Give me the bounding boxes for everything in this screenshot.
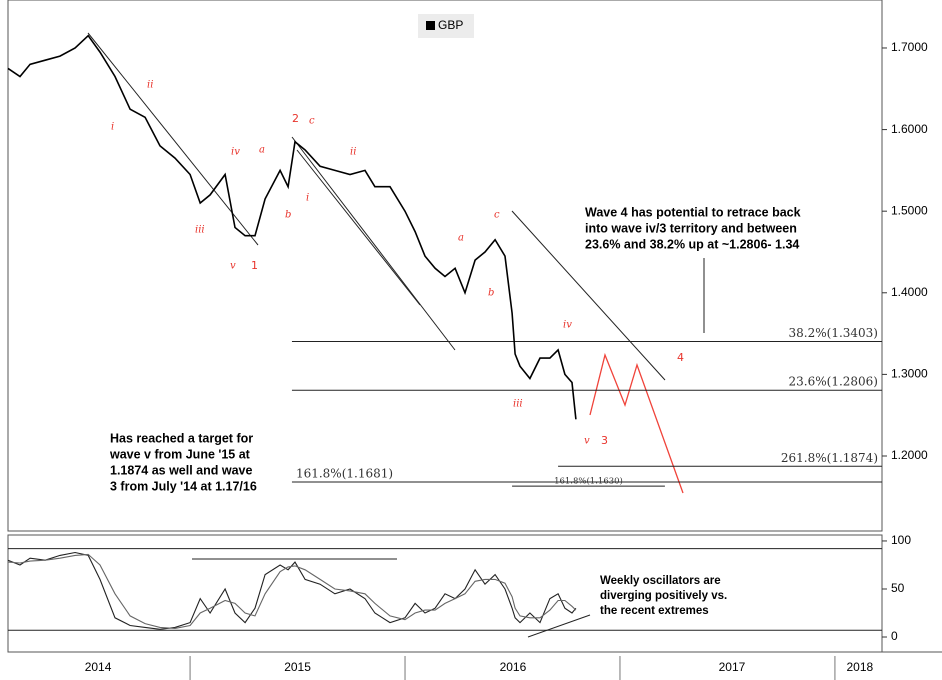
wave-label: a <box>458 233 464 244</box>
wave-label: b <box>488 288 494 299</box>
wave-label: iii <box>513 399 523 410</box>
x-tick-label: 2016 <box>500 660 527 674</box>
note-line: into wave iv/3 territory and between <box>585 221 797 235</box>
fib-label: 261.8%(1.1874) <box>781 451 878 465</box>
wave-label: v <box>230 261 236 272</box>
wave-label: b <box>285 210 291 221</box>
y-tick-label: 1.7000 <box>891 40 928 54</box>
trend-line <box>296 149 421 306</box>
y-tick-label: 0 <box>891 629 898 643</box>
wave-label: 2 <box>292 112 299 125</box>
x-tick-label: 2018 <box>847 660 874 674</box>
y-tick-label: 1.2000 <box>891 448 928 462</box>
note-line: 23.6% and 38.2% up at ~1.2806- 1.34 <box>585 237 799 251</box>
wave-label: i <box>111 122 114 133</box>
note-line: Weekly oscillators are <box>600 575 721 587</box>
y-tick-label: 50 <box>891 581 905 595</box>
legend-label: GBP <box>438 18 463 32</box>
note-line: Wave 4 has potential to retrace back <box>585 205 801 219</box>
note-line: wave v from June '15 at <box>109 447 251 461</box>
wave-label: a <box>259 145 265 156</box>
wave-label: c <box>309 116 315 127</box>
wave-label: ii <box>147 80 153 91</box>
wave-label: iv <box>231 147 240 158</box>
y-tick-label: 1.4000 <box>891 285 928 299</box>
wave-label: iv <box>563 320 572 331</box>
wave-label: 1 <box>251 259 258 272</box>
y-tick-label: 1.5000 <box>891 203 928 217</box>
note-line: Has reached a target for <box>110 431 253 445</box>
series-line <box>7 551 577 630</box>
legend-swatch <box>426 21 435 30</box>
trend-line <box>87 32 259 246</box>
price-panel-frame <box>7 0 883 532</box>
x-tick-label: 2014 <box>85 660 112 674</box>
x-tick-label: 2017 <box>719 660 746 674</box>
divergence-line <box>527 614 591 638</box>
note-line: the recent extremes <box>600 605 709 617</box>
wave-label: iii <box>195 225 205 236</box>
fib-label: 161.8%(1.1681) <box>296 467 393 481</box>
y-tick-label: 1.6000 <box>891 122 928 136</box>
series-line <box>7 553 577 629</box>
wave-label: ii <box>350 147 356 158</box>
note-line: 3 from July '14 at 1.17/16 <box>110 479 257 493</box>
x-tick-label: 2015 <box>284 660 311 674</box>
y-tick-label: 1.3000 <box>891 367 928 381</box>
fib-label: 161.8%(1.1630) <box>554 476 623 487</box>
wave-label: c <box>494 210 500 221</box>
trend-line <box>511 210 666 381</box>
series-line <box>7 34 577 420</box>
wave-label: 3 <box>601 434 608 447</box>
trend-line <box>291 136 456 351</box>
projection-path <box>589 352 684 494</box>
legend: GBP <box>418 14 474 38</box>
wave-label: v <box>584 436 590 447</box>
note-line: diverging positively vs. <box>600 590 727 602</box>
wave-label: i <box>306 193 309 204</box>
fib-label: 38.2%(1.3403) <box>789 326 878 340</box>
note-line: 1.1874 as well and wave <box>110 463 252 477</box>
fib-label: 23.6%(1.2806) <box>789 375 878 389</box>
y-tick-label: 100 <box>891 533 911 547</box>
wave-label: 4 <box>677 351 684 364</box>
